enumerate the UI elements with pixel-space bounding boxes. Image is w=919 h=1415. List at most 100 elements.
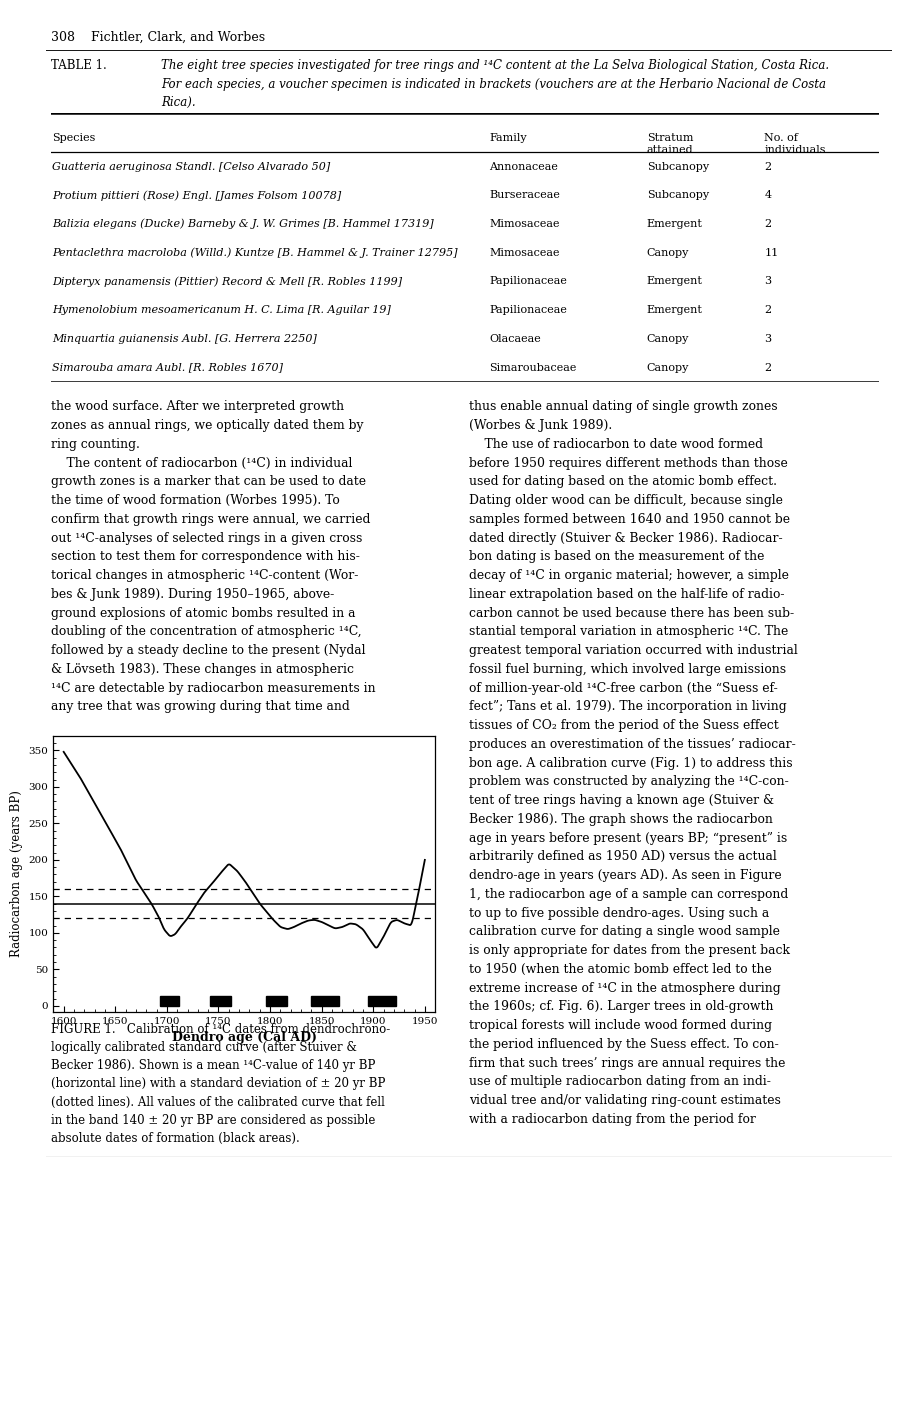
Text: section to test them for correspondence with his-: section to test them for correspondence …	[51, 550, 359, 563]
Text: tissues of CO₂ from the period of the Suess effect: tissues of CO₂ from the period of the Su…	[469, 719, 778, 732]
Text: is only appropriate for dates from the present back: is only appropriate for dates from the p…	[469, 944, 789, 957]
X-axis label: Dendro age (Cal AD): Dendro age (Cal AD)	[172, 1032, 316, 1044]
Text: (horizontal line) with a standard deviation of ± 20 yr BP: (horizontal line) with a standard deviat…	[51, 1077, 384, 1091]
Text: FIGURE 1.   Calibration of ¹⁴C dates from dendrochrono-: FIGURE 1. Calibration of ¹⁴C dates from …	[51, 1023, 390, 1036]
Text: of million-year-old ¹⁴C-free carbon (the “Suess ef-: of million-year-old ¹⁴C-free carbon (the…	[469, 682, 777, 695]
Text: produces an overestimation of the tissues’ radiocar-: produces an overestimation of the tissue…	[469, 739, 795, 751]
Text: TABLE 1.: TABLE 1.	[51, 59, 107, 72]
Text: linear extrapolation based on the half-life of radio-: linear extrapolation based on the half-l…	[469, 589, 784, 601]
Text: doubling of the concentration of atmospheric ¹⁴C,: doubling of the concentration of atmosph…	[51, 625, 361, 638]
Text: Papilionaceae: Papilionaceae	[489, 276, 567, 286]
Text: No. of
individuals: No. of individuals	[764, 133, 825, 156]
Text: greatest temporal variation occurred with industrial: greatest temporal variation occurred wit…	[469, 644, 797, 657]
Text: 2: 2	[764, 161, 771, 171]
Text: For each species, a voucher specimen is indicated in brackets (vouchers are at t: For each species, a voucher specimen is …	[161, 78, 825, 91]
Text: fect”; Tans et al. 1979). The incorporation in living: fect”; Tans et al. 1979). The incorporat…	[469, 700, 786, 713]
Text: decay of ¹⁴C in organic material; however, a simple: decay of ¹⁴C in organic material; howeve…	[469, 569, 789, 582]
Text: Canopy: Canopy	[646, 248, 688, 258]
Text: bon age. A calibration curve (Fig. 1) to address this: bon age. A calibration curve (Fig. 1) to…	[469, 757, 792, 770]
Text: & Lövseth 1983). These changes in atmospheric: & Lövseth 1983). These changes in atmosp…	[51, 662, 353, 676]
Text: 2: 2	[764, 362, 771, 372]
Text: 2: 2	[764, 306, 771, 316]
Text: Mimosaceae: Mimosaceae	[489, 248, 560, 258]
Text: Simarouba amara Aubl. [R. Robles 1670]: Simarouba amara Aubl. [R. Robles 1670]	[52, 362, 283, 372]
Text: dendro-age in years (years AD). As seen in Figure: dendro-age in years (years AD). As seen …	[469, 869, 781, 882]
Bar	[266, 996, 286, 1006]
Text: The eight tree species investigated for tree rings and ¹⁴C content at the La Sel: The eight tree species investigated for …	[161, 59, 828, 72]
Text: with a radiocarbon dating from the period for: with a radiocarbon dating from the perio…	[469, 1112, 755, 1126]
Text: out ¹⁴C-analyses of selected rings in a given cross: out ¹⁴C-analyses of selected rings in a …	[51, 532, 361, 545]
Text: 3: 3	[764, 334, 771, 344]
Text: fossil fuel burning, which involved large emissions: fossil fuel burning, which involved larg…	[469, 662, 786, 676]
Text: Subcanopy: Subcanopy	[646, 161, 709, 171]
Text: The use of radiocarbon to date wood formed: The use of radiocarbon to date wood form…	[469, 439, 763, 451]
Text: growth zones is a marker that can be used to date: growth zones is a marker that can be use…	[51, 475, 365, 488]
Text: extreme increase of ¹⁴C in the atmosphere during: extreme increase of ¹⁴C in the atmospher…	[469, 982, 780, 995]
Text: vidual tree and/or validating ring-count estimates: vidual tree and/or validating ring-count…	[469, 1094, 780, 1107]
Text: 11: 11	[764, 248, 777, 258]
Text: 4: 4	[764, 190, 771, 201]
Text: Stratum
attained: Stratum attained	[646, 133, 693, 156]
Text: to up to five possible dendro-ages. Using such a: to up to five possible dendro-ages. Usin…	[469, 907, 768, 920]
Text: carbon cannot be used because there has been sub-: carbon cannot be used because there has …	[469, 607, 793, 620]
Text: to 1950 (when the atomic bomb effect led to the: to 1950 (when the atomic bomb effect led…	[469, 962, 771, 976]
Text: Emergent: Emergent	[646, 219, 702, 229]
Text: Protium pittieri (Rose) Engl. [James Folsom 10078]: Protium pittieri (Rose) Engl. [James Fol…	[52, 190, 341, 201]
Text: bon dating is based on the measurement of the: bon dating is based on the measurement o…	[469, 550, 764, 563]
Text: Pentaclethra macroloba (Willd.) Kuntze [B. Hammel & J. Trainer 12795]: Pentaclethra macroloba (Willd.) Kuntze […	[52, 248, 458, 258]
Text: in the band 140 ± 20 yr BP are considered as possible: in the band 140 ± 20 yr BP are considere…	[51, 1114, 375, 1126]
Text: firm that such trees’ rings are annual requires the: firm that such trees’ rings are annual r…	[469, 1057, 785, 1070]
Text: 3: 3	[764, 276, 771, 286]
Text: the period influenced by the Suess effect. To con-: the period influenced by the Suess effec…	[469, 1039, 778, 1051]
Bar	[368, 996, 395, 1006]
Bar	[210, 996, 231, 1006]
Text: Dipteryx panamensis (Pittier) Record & Mell [R. Robles 1199]: Dipteryx panamensis (Pittier) Record & M…	[52, 276, 402, 287]
Text: the wood surface. After we interpreted growth: the wood surface. After we interpreted g…	[51, 400, 344, 413]
Text: Annonaceae: Annonaceae	[489, 161, 558, 171]
Text: thus enable annual dating of single growth zones: thus enable annual dating of single grow…	[469, 400, 777, 413]
Text: 308    Fichtler, Clark, and Worbes: 308 Fichtler, Clark, and Worbes	[51, 31, 265, 44]
Y-axis label: Radiocarbon age (years BP): Radiocarbon age (years BP)	[10, 791, 23, 957]
Text: used for dating based on the atomic bomb effect.: used for dating based on the atomic bomb…	[469, 475, 777, 488]
Text: Hymenolobium mesoamericanum H. C. Lima [R. Aguilar 19]: Hymenolobium mesoamericanum H. C. Lima […	[52, 306, 391, 316]
Text: Rica).: Rica).	[161, 96, 196, 109]
Text: Simaroubaceae: Simaroubaceae	[489, 362, 576, 372]
Text: Balizia elegans (Ducke) Barneby & J. W. Grimes [B. Hammel 17319]: Balizia elegans (Ducke) Barneby & J. W. …	[52, 219, 434, 229]
Text: calibration curve for dating a single wood sample: calibration curve for dating a single wo…	[469, 925, 779, 938]
Text: Subcanopy: Subcanopy	[646, 190, 709, 201]
Text: Minquartia guianensis Aubl. [G. Herrera 2250]: Minquartia guianensis Aubl. [G. Herrera …	[52, 334, 317, 344]
Text: Mimosaceae: Mimosaceae	[489, 219, 560, 229]
Text: Dating older wood can be difficult, because single: Dating older wood can be difficult, beca…	[469, 494, 782, 507]
Text: 1, the radiocarbon age of a sample can correspond: 1, the radiocarbon age of a sample can c…	[469, 889, 788, 901]
Text: before 1950 requires different methods than those: before 1950 requires different methods t…	[469, 457, 787, 470]
Text: 2: 2	[764, 219, 771, 229]
Text: Canopy: Canopy	[646, 334, 688, 344]
Text: torical changes in atmospheric ¹⁴C-content (Wor-: torical changes in atmospheric ¹⁴C-conte…	[51, 569, 357, 582]
Text: samples formed between 1640 and 1950 cannot be: samples formed between 1640 and 1950 can…	[469, 514, 789, 526]
Text: logically calibrated standard curve (after Stuiver &: logically calibrated standard curve (aft…	[51, 1041, 356, 1054]
Text: ground explosions of atomic bombs resulted in a: ground explosions of atomic bombs result…	[51, 607, 355, 620]
Text: (Worbes & Junk 1989).: (Worbes & Junk 1989).	[469, 419, 612, 432]
Text: confirm that growth rings were annual, we carried: confirm that growth rings were annual, w…	[51, 514, 369, 526]
Text: arbitrarily defined as 1950 AD) versus the actual: arbitrarily defined as 1950 AD) versus t…	[469, 850, 777, 863]
Text: bes & Junk 1989). During 1950–1965, above-: bes & Junk 1989). During 1950–1965, abov…	[51, 589, 334, 601]
Text: Papilionaceae: Papilionaceae	[489, 306, 567, 316]
Text: Olacaeae: Olacaeae	[489, 334, 540, 344]
Text: age in years before present (years BP; “present” is: age in years before present (years BP; “…	[469, 832, 787, 845]
Text: tropical forests will include wood formed during: tropical forests will include wood forme…	[469, 1019, 771, 1032]
Text: absolute dates of formation (black areas).: absolute dates of formation (black areas…	[51, 1132, 299, 1145]
Text: Canopy: Canopy	[646, 362, 688, 372]
Text: Burseraceae: Burseraceae	[489, 190, 560, 201]
Text: Becker 1986). Shown is a mean ¹⁴C-value of 140 yr BP: Becker 1986). Shown is a mean ¹⁴C-value …	[51, 1060, 375, 1073]
Text: the 1960s; cf. Fig. 6). Larger trees in old-growth: the 1960s; cf. Fig. 6). Larger trees in …	[469, 1000, 773, 1013]
Text: any tree that was growing during that time and: any tree that was growing during that ti…	[51, 700, 349, 713]
Text: Becker 1986). The graph shows the radiocarbon: Becker 1986). The graph shows the radioc…	[469, 812, 772, 826]
Text: Species: Species	[52, 133, 96, 143]
Text: followed by a steady decline to the present (Nydal: followed by a steady decline to the pres…	[51, 644, 365, 657]
Text: dated directly (Stuiver & Becker 1986). Radiocar-: dated directly (Stuiver & Becker 1986). …	[469, 532, 782, 545]
Text: the time of wood formation (Worbes 1995). To: the time of wood formation (Worbes 1995)…	[51, 494, 339, 507]
Text: tent of tree rings having a known age (Stuiver &: tent of tree rings having a known age (S…	[469, 794, 774, 807]
Text: ¹⁴C are detectable by radiocarbon measurements in: ¹⁴C are detectable by radiocarbon measur…	[51, 682, 375, 695]
Text: The content of radiocarbon (¹⁴C) in individual: The content of radiocarbon (¹⁴C) in indi…	[51, 457, 352, 470]
Text: Family: Family	[489, 133, 527, 143]
